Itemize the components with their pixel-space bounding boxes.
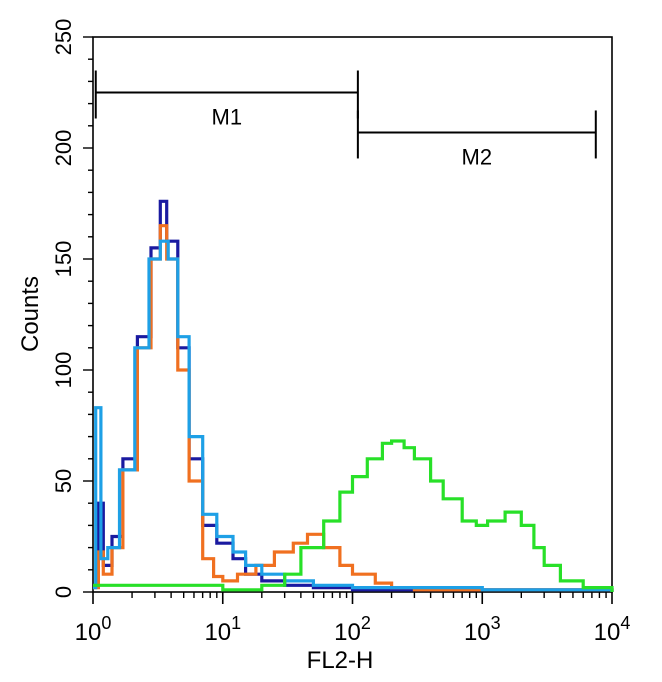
series-sky-blue [93,239,614,592]
y-tick-label: 150 [51,241,76,278]
x-tick-label: 104 [594,613,631,646]
marker-label: M2 [462,145,493,170]
y-tick-label: 250 [51,19,76,56]
plot-frame [92,36,613,593]
series-green [93,439,614,592]
marker-m2: M2 [356,110,597,170]
y-tick-label: 200 [51,130,76,167]
x-tick-label: 100 [75,613,112,646]
y-tick-label: 0 [51,586,76,598]
marker-m1: M1 [94,70,359,130]
y-tick-label: 50 [51,469,76,493]
x-axis-label: FL2-H [307,647,374,674]
x-tick-label: 103 [464,613,501,646]
y-tick-label: 100 [51,352,76,389]
y-axis-label: Counts [17,276,44,352]
x-tick-label: 102 [334,613,371,646]
x-tick-label: 101 [204,613,241,646]
marker-label: M1 [212,105,243,130]
